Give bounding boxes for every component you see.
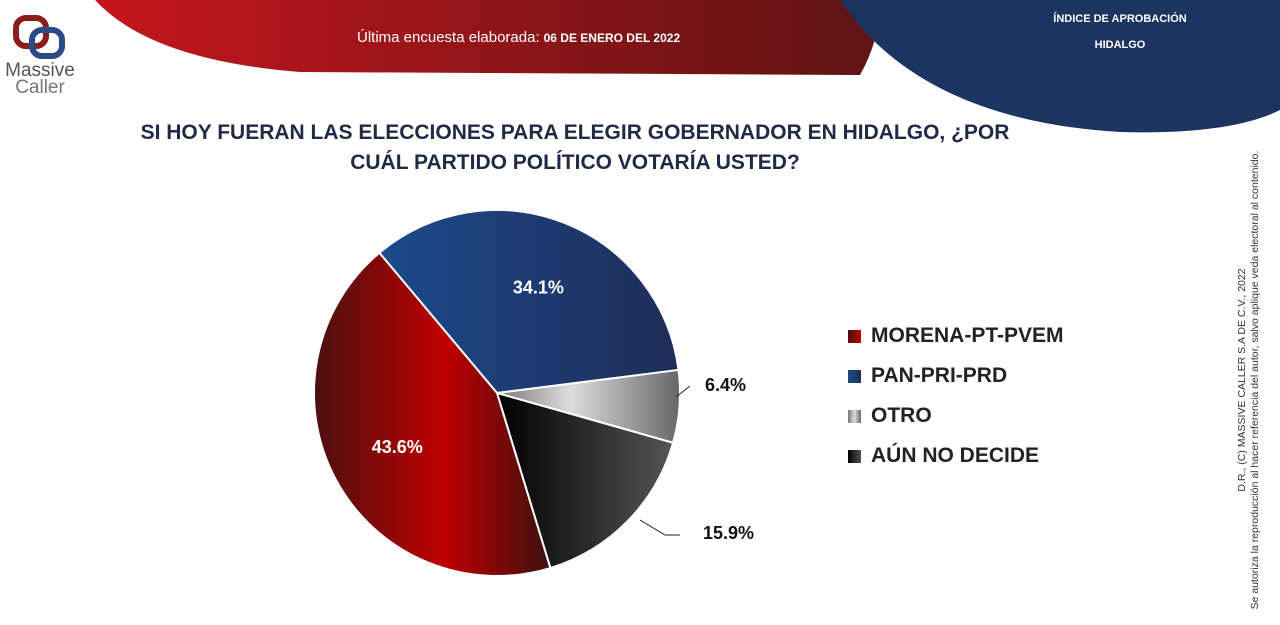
chart-title: SI HOY FUERAN LAS ELECCIONES PARA ELEGIR… <box>140 121 1010 174</box>
legend-label: PAN-PRI-PRD <box>871 364 1008 387</box>
legend-item: MORENA-PT-PVEM <box>848 316 1064 356</box>
legend-swatch <box>848 409 861 423</box>
header-banner <box>95 0 1280 133</box>
logo-text-2: Caller <box>15 77 65 98</box>
massive-caller-logo: Massive Caller <box>4 14 76 98</box>
legend-item: PAN-PRI-PRD <box>848 356 1064 396</box>
logo-icon <box>13 15 65 59</box>
approval-index-label: ÍNDICE DE APROBACIÓN HIDALGO <box>1000 6 1240 58</box>
legend-swatch <box>848 369 861 383</box>
approval-line1: ÍNDICE DE APROBACIÓN <box>1053 13 1187 25</box>
legend-item: OTRO <box>848 396 1064 436</box>
leader-line <box>639 519 680 536</box>
pie-slice-morena-pt-pvem <box>313 251 552 577</box>
legend-swatch <box>848 449 861 463</box>
legend-swatch <box>848 329 861 343</box>
footer-line2: Se autoriza la reproducción al hacer ref… <box>1249 150 1261 610</box>
legend-label: OTRO <box>871 404 932 427</box>
survey-label: Última encuesta elaborada: <box>357 29 540 46</box>
pie-slice-pan-pri-prd <box>377 209 680 395</box>
data-label: 6.4% <box>705 375 746 395</box>
copyright-footer: D.R., (C) MASSIVE CALLER S.A DE C.V., 20… <box>1236 145 1262 615</box>
pie-slice-a-n-no-decide <box>495 391 675 570</box>
survey-date: 06 DE ENERO DEL 2022 <box>543 31 681 45</box>
legend-item: AÚN NO DECIDE <box>848 436 1064 476</box>
leader-line <box>675 385 691 398</box>
data-label: 34.1% <box>513 277 564 297</box>
chart-legend: MORENA-PT-PVEM PAN-PRI-PRD OTRO AÚN NO DECI… <box>848 316 1064 476</box>
logo-text-1: Massive <box>5 60 75 81</box>
approval-line2: HIDALGO <box>1094 39 1146 51</box>
data-label: 43.6% <box>372 437 423 457</box>
survey-date-label: Última encuesta elaborada: 06 DE ENERO DE… <box>357 29 680 46</box>
data-label: 15.9% <box>703 523 754 543</box>
footer-line1: D.R., (C) MASSIVE CALLER S.A DE C.V., 20… <box>1236 268 1248 492</box>
legend-label: AÚN NO DECIDE <box>871 444 1040 467</box>
legend-label: MORENA-PT-PVEM <box>871 324 1064 347</box>
